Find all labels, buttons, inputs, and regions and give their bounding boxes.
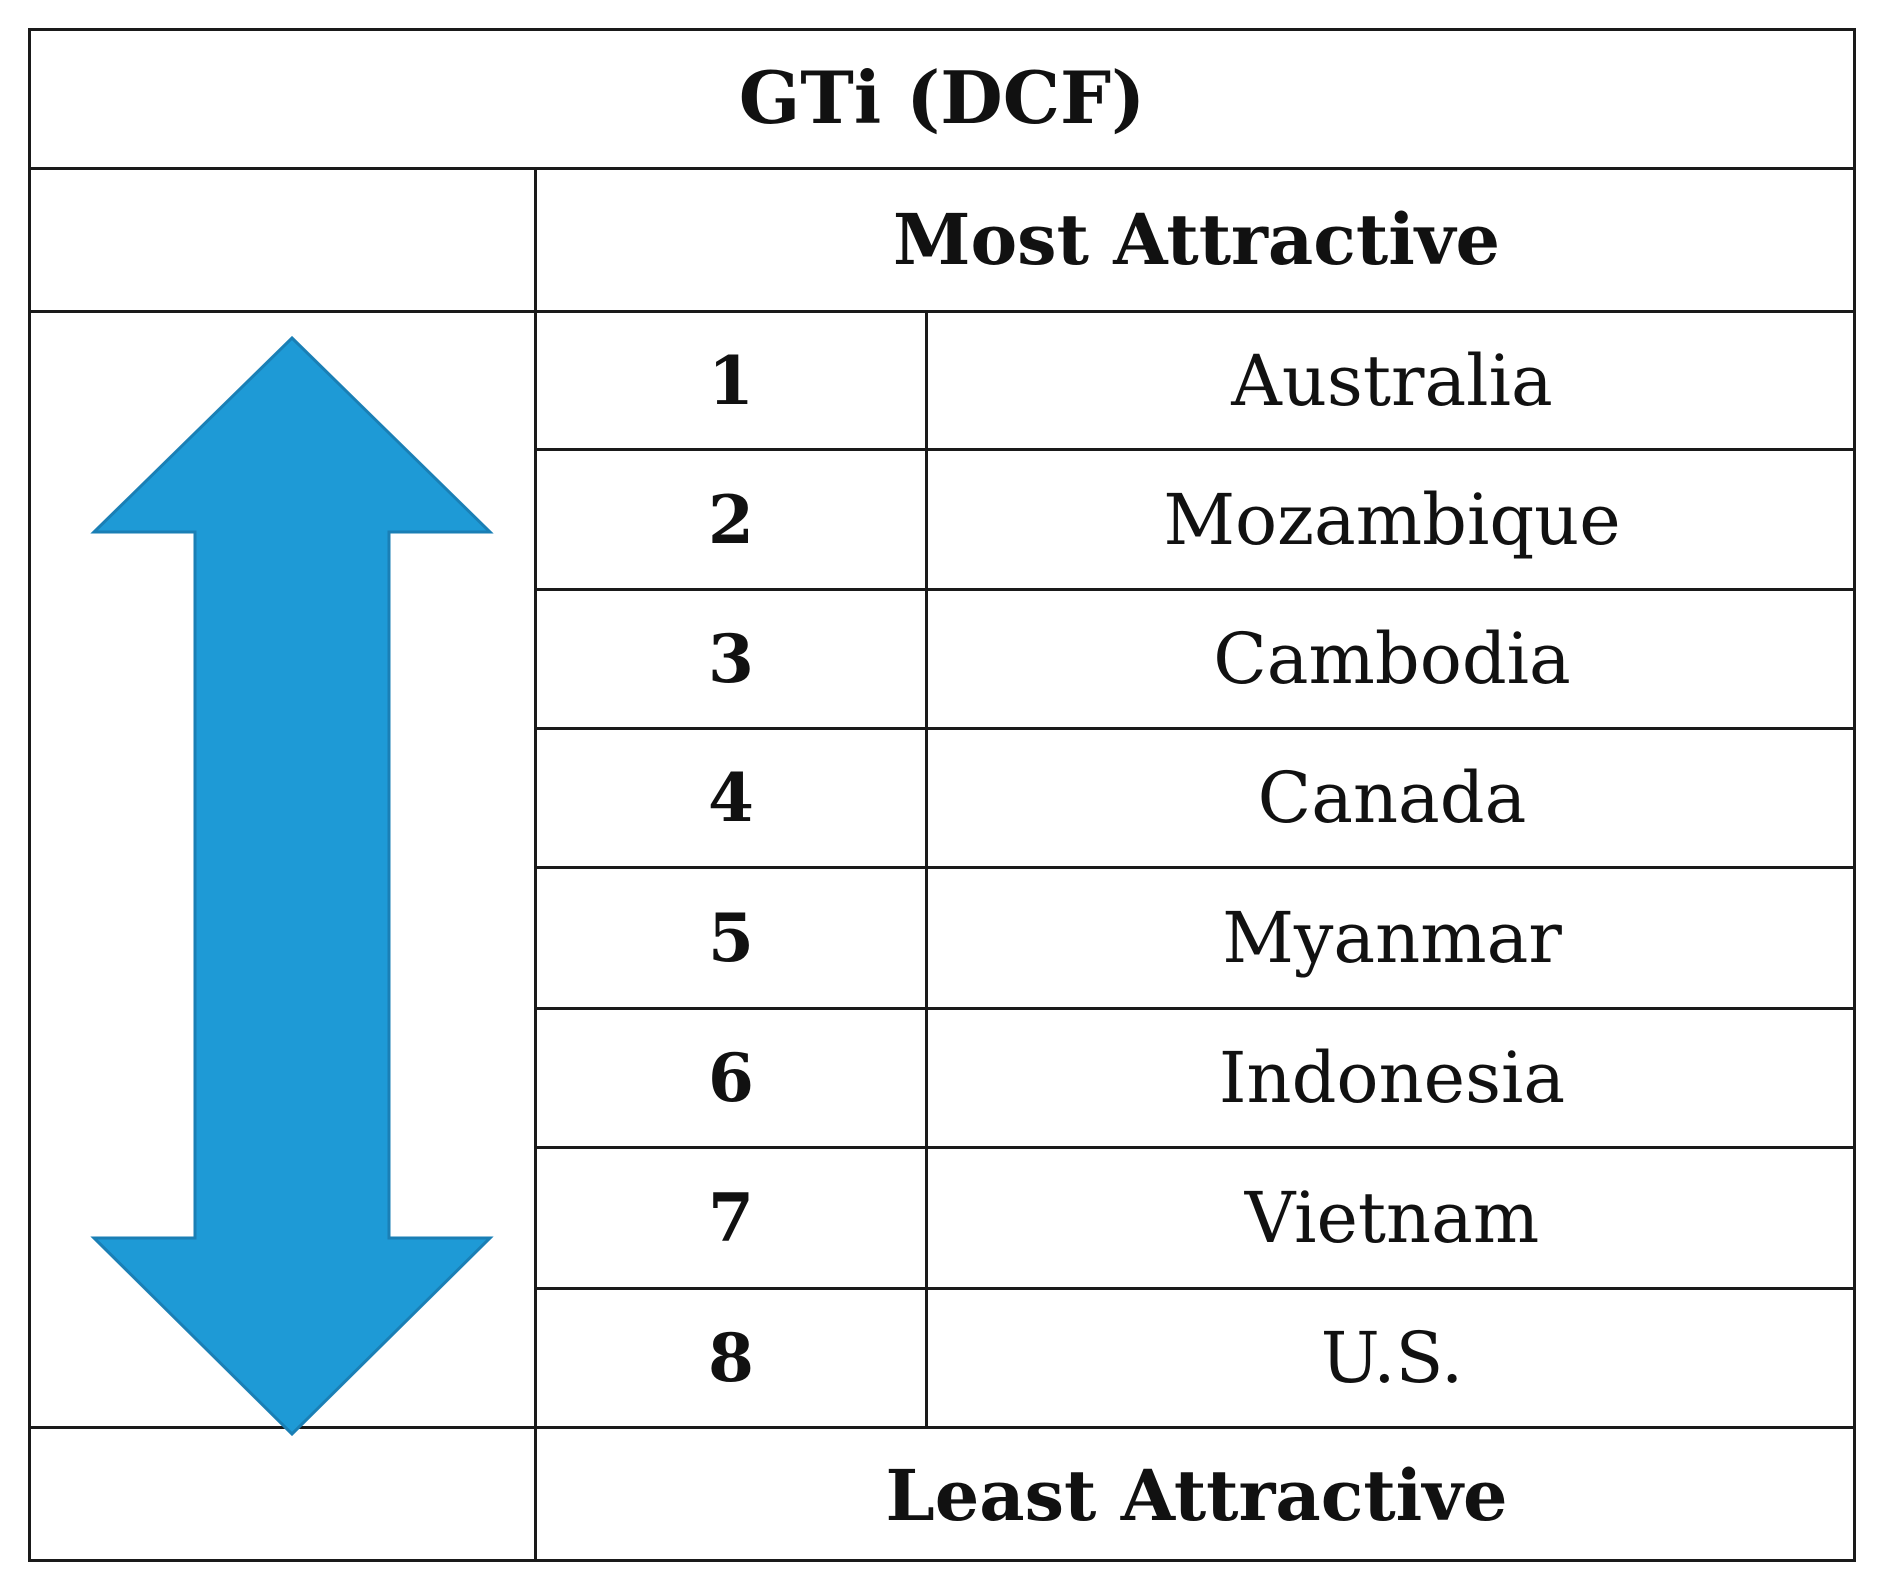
country-cell: Cambodia (1213, 618, 1571, 700)
most-attractive-label: Most Attractive (892, 198, 1501, 281)
rank-cell: 7 (708, 1179, 754, 1257)
row-divider (535, 588, 1856, 591)
row-divider (535, 727, 1856, 730)
rank-cell: 4 (708, 759, 754, 837)
country-cell: Mozambique (1163, 478, 1621, 561)
double-headed-vertical-arrow-icon (90, 335, 494, 1437)
rank-cell: 5 (708, 899, 754, 977)
country-cell: Myanmar (1222, 897, 1562, 979)
rank-cell: 1 (708, 341, 754, 420)
header-divider (28, 310, 1856, 313)
rank-cell: 2 (708, 480, 754, 559)
country-cell: Canada (1257, 757, 1527, 839)
rank-cell: 3 (708, 620, 754, 698)
least-attractive-label: Least Attractive (885, 1453, 1508, 1537)
rank-cell: 6 (708, 1039, 754, 1117)
row-divider (535, 1007, 1856, 1010)
ranking-table (28, 28, 1856, 1562)
row-divider (535, 448, 1856, 451)
rank-column-divider (925, 310, 928, 1429)
table-title: GTi (DCF) (738, 55, 1146, 140)
country-cell: Vietnam (1244, 1177, 1540, 1259)
country-cell: U.S. (1320, 1317, 1464, 1399)
left-column-divider (534, 167, 537, 1562)
footer-divider (28, 1426, 1856, 1429)
country-cell: Indonesia (1218, 1037, 1566, 1119)
row-divider (535, 1287, 1856, 1290)
rank-cell: 8 (708, 1319, 754, 1397)
row-divider (535, 866, 1856, 869)
country-cell: Australia (1231, 339, 1553, 422)
row-divider (535, 1146, 1856, 1149)
title-divider (28, 167, 1856, 170)
